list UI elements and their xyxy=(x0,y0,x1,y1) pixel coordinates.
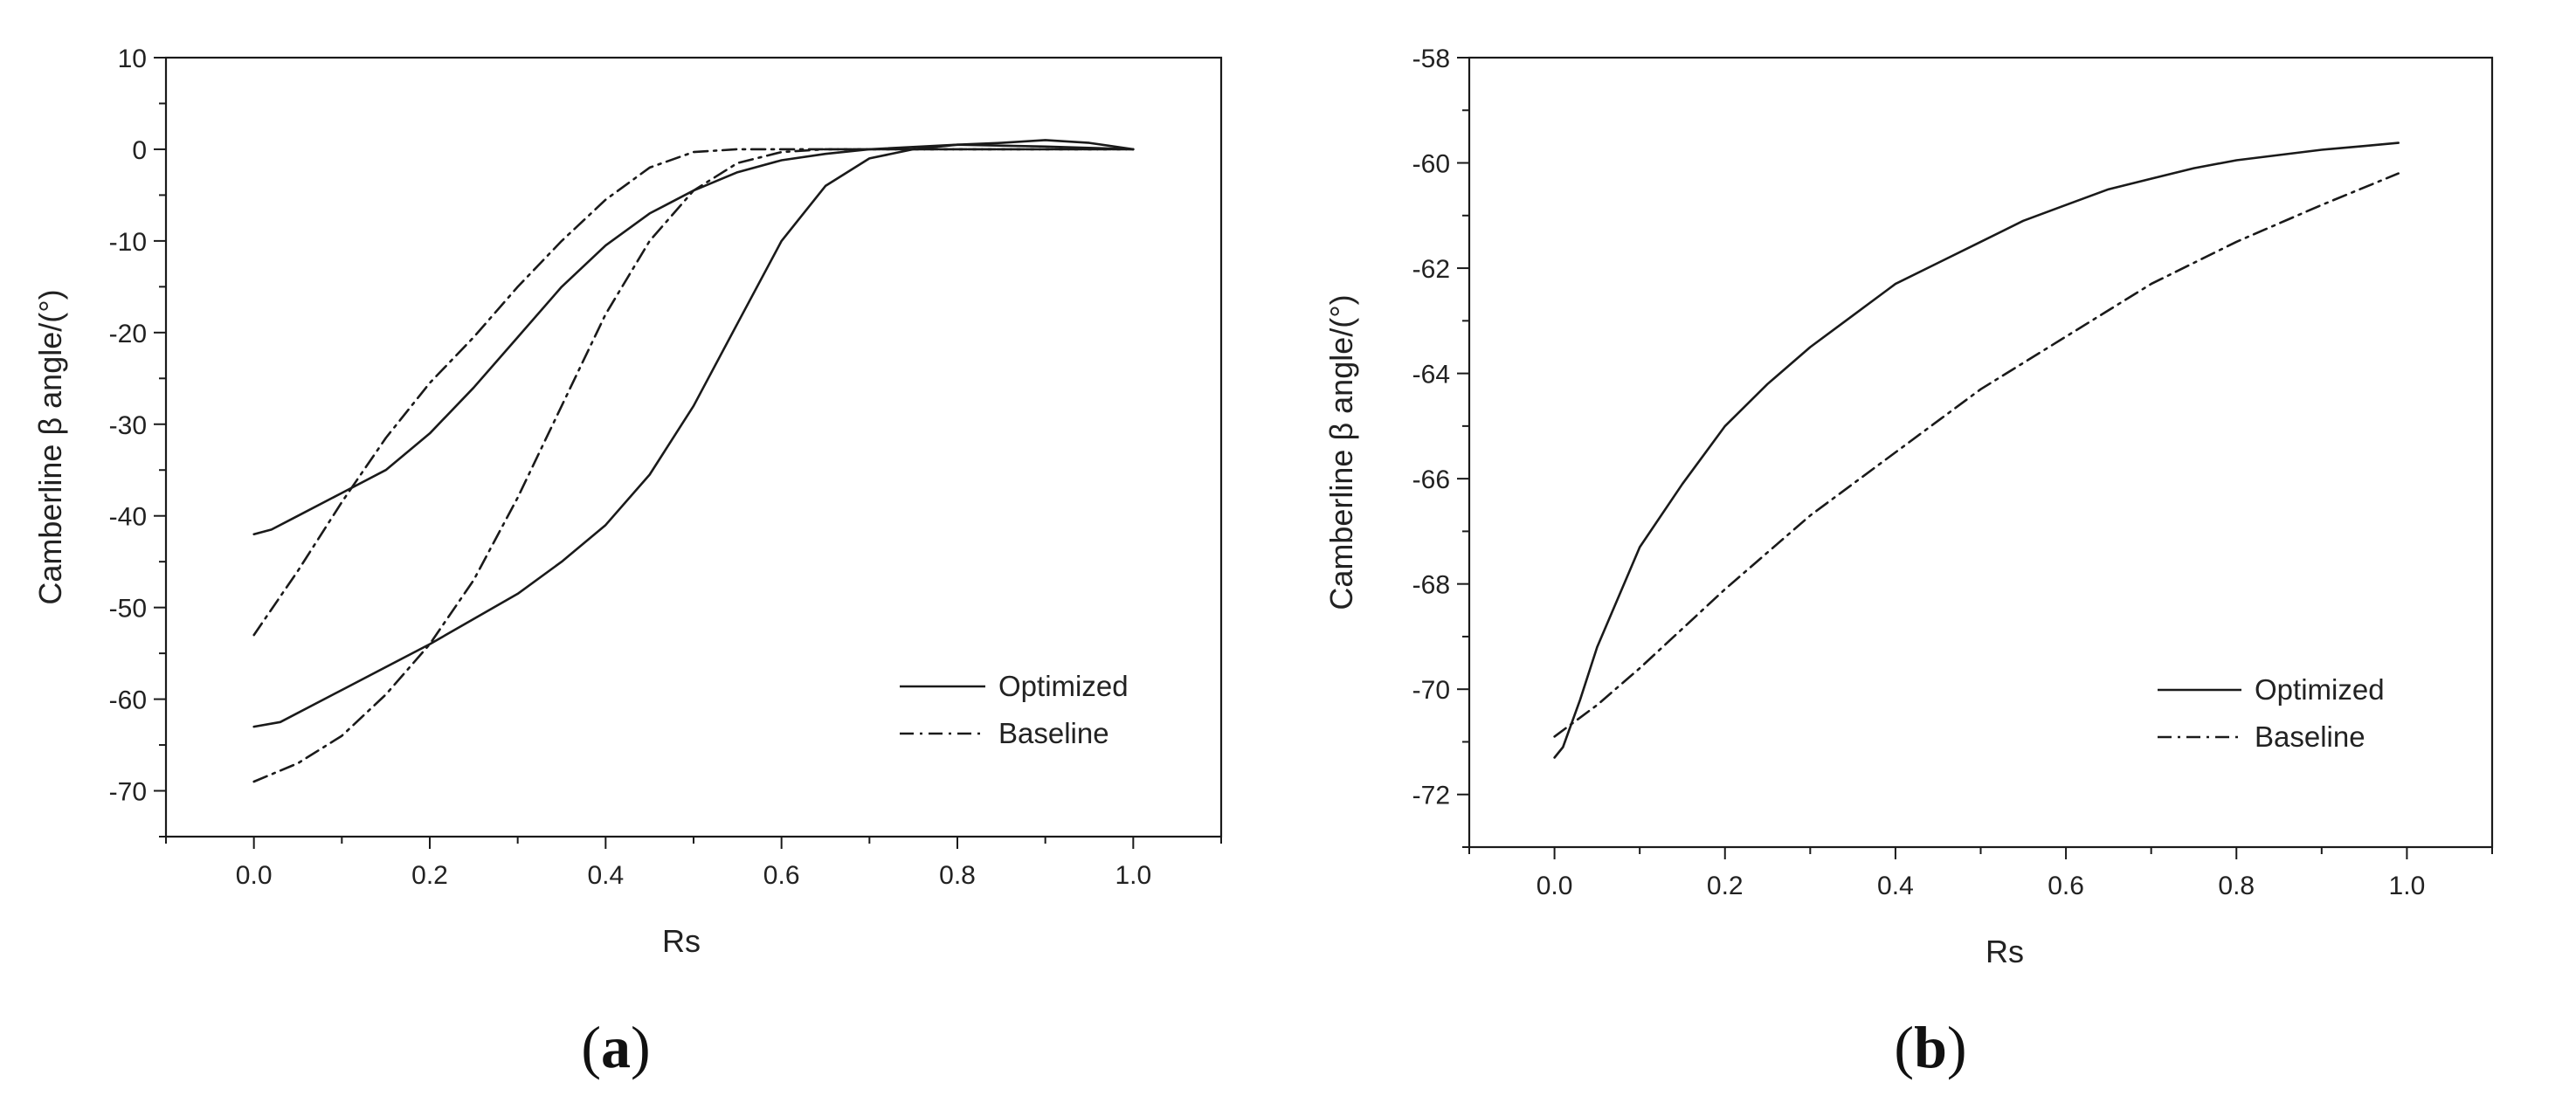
x-tick-label: 0.4 xyxy=(587,861,624,890)
y-tick-label: -68 xyxy=(1412,571,1450,600)
y-tick-label: -72 xyxy=(1412,782,1450,810)
y-tick-label: -60 xyxy=(1412,150,1450,179)
x-tick-label: 0.8 xyxy=(939,861,976,890)
x-tick-label: 0.8 xyxy=(2218,872,2255,900)
x-axis-title: Rs xyxy=(1986,934,2024,969)
panel-label-open: ( xyxy=(1894,1014,1914,1080)
series-line-optimized xyxy=(1553,141,2400,759)
y-axis-title: Camberline β angle/(°) xyxy=(1323,294,1359,610)
legend-label-baseline: Baseline xyxy=(998,717,1109,749)
panel-label-letter: a xyxy=(601,1014,631,1080)
y-tick-label: -10 xyxy=(109,228,147,257)
x-tick-label: 0.6 xyxy=(763,861,800,890)
legend-label-optimized: Optimized xyxy=(2255,673,2385,706)
series-line-baseline xyxy=(252,148,1135,783)
y-tick-label: -60 xyxy=(109,686,147,715)
x-tick-label: 1.0 xyxy=(2389,872,2426,900)
y-tick-label: -30 xyxy=(109,411,147,440)
x-tick-label: 0.4 xyxy=(1877,872,1914,900)
y-tick-label: -58 xyxy=(1412,45,1450,73)
y-tick-label: -62 xyxy=(1412,255,1450,284)
series-line-baseline xyxy=(252,148,1135,637)
y-tick-label: 10 xyxy=(118,45,147,73)
panel-label-close: ) xyxy=(631,1014,651,1080)
y-tick-label: -64 xyxy=(1412,361,1450,389)
x-tick-label: 0.0 xyxy=(1537,872,1573,900)
x-tick-label: 1.0 xyxy=(1115,861,1151,890)
x-tick-label: 0.0 xyxy=(236,861,273,890)
series-line-baseline xyxy=(1553,172,2400,738)
y-tick-label: -70 xyxy=(109,778,147,807)
legend-label-baseline: Baseline xyxy=(2255,720,2365,753)
y-tick-label: -66 xyxy=(1412,465,1450,494)
panel-label: (b) xyxy=(1894,1014,1966,1080)
y-tick-label: -70 xyxy=(1412,676,1450,705)
series-line-optimized xyxy=(252,143,1135,535)
x-axis-title: Rs xyxy=(662,923,701,959)
x-tick-label: 0.2 xyxy=(1707,872,1744,900)
x-tick-label: 0.6 xyxy=(2048,872,2084,900)
chart-panel-a: 0.0 0.2 0.4 0.6 0.8 1.0 10 0 -10 -20 -30 -40 -50 -60 -… xyxy=(32,45,1223,1080)
x-tick-label: 0.2 xyxy=(411,861,448,890)
panel-label-close: ) xyxy=(1947,1014,1967,1080)
chart-panel-b: 0.0 0.2 0.4 0.6 0.8 1.0 -58 -60 -62 -64 -66 -68 -70 -… xyxy=(1323,45,2494,1080)
panel-label: (a) xyxy=(581,1014,650,1080)
y-tick-label: -50 xyxy=(109,595,147,624)
panel-label-open: ( xyxy=(581,1014,601,1080)
legend-label-optimized: Optimized xyxy=(998,670,1129,702)
y-tick-label: -40 xyxy=(109,503,147,532)
y-tick-label: 0 xyxy=(132,136,147,165)
series-line-optimized xyxy=(252,139,1135,728)
y-tick-label: -20 xyxy=(109,320,147,348)
panel-label-letter: b xyxy=(1914,1014,1947,1080)
y-axis-title: Camberline β angle/(°) xyxy=(32,289,68,604)
